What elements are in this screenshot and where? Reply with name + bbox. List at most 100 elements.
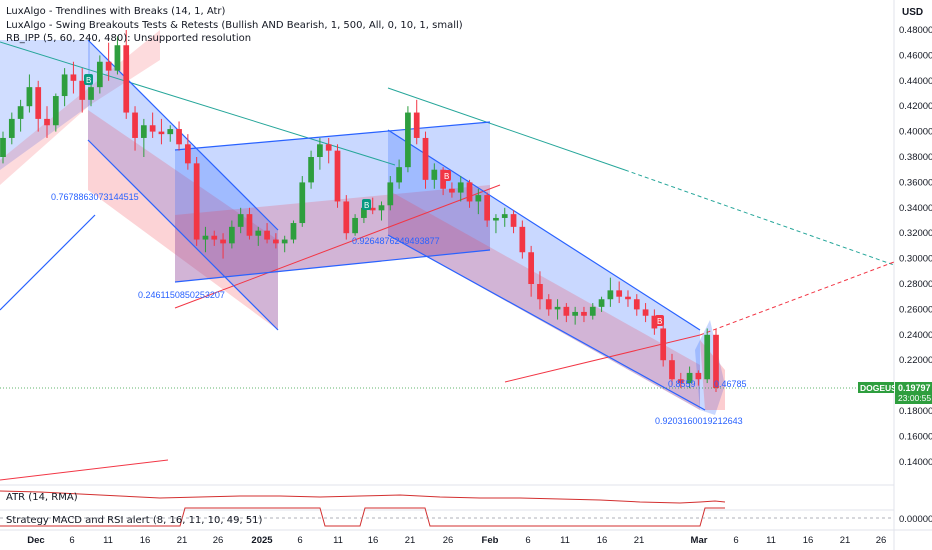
trendline-red-dashed bbox=[699, 261, 895, 336]
x-tick-label: 16 bbox=[368, 535, 379, 546]
candle bbox=[229, 220, 235, 249]
legend-trendlines[interactable]: LuxAlgo - Trendlines with Breaks (14, 1,… bbox=[6, 6, 226, 17]
candle bbox=[581, 306, 587, 323]
x-tick-label: Feb bbox=[482, 535, 499, 546]
candle bbox=[246, 207, 253, 240]
candle bbox=[264, 223, 270, 244]
candle bbox=[642, 303, 649, 323]
y-tick-label: 0.44000 bbox=[899, 76, 932, 87]
channel-line-1b bbox=[87, 139, 279, 331]
candle bbox=[449, 182, 455, 198]
x-axis-ticks: Dec 6 11 16 21 26 2025 6 11 16 21 26 Feb 6 11 16 21 Mar 6 1… bbox=[27, 535, 886, 546]
x-tick-label: 21 bbox=[634, 535, 645, 546]
y-tick-label: 0.24000 bbox=[899, 330, 932, 341]
legend-atr[interactable]: ATR (14, RMA) bbox=[6, 492, 78, 503]
x-tick-label: Mar bbox=[691, 535, 708, 546]
candle bbox=[677, 372, 684, 389]
legend-swing-breakouts[interactable]: LuxAlgo - Swing Breakouts Tests & Retest… bbox=[6, 20, 463, 31]
x-tick-label: 6 bbox=[69, 535, 74, 546]
last-price-value: 0.19797 bbox=[898, 383, 931, 393]
x-tick-label: 26 bbox=[213, 535, 224, 546]
break-marker-1: B bbox=[84, 74, 93, 85]
candle bbox=[273, 233, 279, 249]
candle bbox=[396, 159, 402, 189]
candle bbox=[96, 55, 103, 94]
candle bbox=[589, 303, 596, 320]
candle bbox=[123, 30, 130, 119]
candle bbox=[202, 226, 209, 253]
candle bbox=[475, 188, 482, 215]
annotation-2: 0.2461150850253207 bbox=[138, 290, 225, 300]
candle bbox=[17, 99, 24, 132]
x-tick-label: Dec bbox=[27, 535, 44, 546]
candle bbox=[598, 296, 605, 312]
candle bbox=[713, 328, 719, 392]
x-tick-label: 26 bbox=[443, 535, 454, 546]
x-tick-label: 11 bbox=[333, 535, 343, 546]
candle bbox=[132, 106, 138, 151]
break-marker-3: B bbox=[442, 170, 451, 181]
y-tick-label: 0.30000 bbox=[899, 254, 932, 265]
svg-text:B: B bbox=[444, 172, 449, 181]
trendline-red-2 bbox=[504, 334, 701, 383]
bar-countdown: 23:00:55 bbox=[898, 393, 931, 403]
x-tick-label: 11 bbox=[103, 535, 113, 546]
candle bbox=[79, 68, 86, 113]
trendline-red-1 bbox=[174, 184, 501, 309]
candle bbox=[405, 106, 411, 173]
y-tick-label: 0.14000 bbox=[899, 457, 932, 468]
price-badge: DOGEUSD 0.19797 23:00:55 bbox=[858, 382, 932, 404]
blue-zone-1 bbox=[0, 40, 90, 170]
x-tick-label: 21 bbox=[177, 535, 188, 546]
x-tick-label: 6 bbox=[297, 535, 302, 546]
y-tick-label: 0.48000 bbox=[899, 25, 932, 36]
candle bbox=[519, 220, 526, 259]
candle bbox=[493, 214, 499, 234]
y-tick-label: 0.16000 bbox=[899, 431, 932, 442]
candle bbox=[149, 112, 156, 138]
candle bbox=[510, 210, 517, 234]
candle bbox=[70, 61, 77, 94]
y-tick-label: 0.36000 bbox=[899, 177, 932, 188]
candle bbox=[176, 121, 182, 151]
trendline-teal-dashed bbox=[624, 169, 895, 266]
break-marker-4: B bbox=[655, 315, 664, 326]
candle bbox=[52, 93, 59, 132]
y-tick-label: 0.42000 bbox=[899, 101, 932, 112]
candle bbox=[413, 99, 420, 145]
x-tick-label: 26 bbox=[876, 535, 887, 546]
candle bbox=[484, 192, 490, 227]
x-tick-label: 16 bbox=[597, 535, 608, 546]
candle bbox=[704, 328, 711, 384]
y-tick-label: 0.38000 bbox=[899, 152, 932, 163]
candle bbox=[290, 220, 297, 244]
currency-label[interactable]: USD bbox=[902, 7, 923, 18]
candle bbox=[61, 68, 68, 107]
candle bbox=[378, 201, 385, 221]
candle bbox=[457, 176, 464, 202]
x-tick-label: 21 bbox=[840, 535, 851, 546]
candle bbox=[140, 118, 147, 157]
channel-line-2a bbox=[387, 129, 701, 331]
annotation-3: 0.9264876249493877 bbox=[352, 236, 440, 246]
range-line-bottom bbox=[174, 249, 491, 283]
candle bbox=[554, 299, 561, 320]
candle bbox=[8, 112, 15, 145]
y-tick-label: 0.34000 bbox=[899, 203, 932, 214]
candle bbox=[607, 277, 614, 307]
legend-strategy[interactable]: Strategy MACD and RSI alert (8, 16, 11, … bbox=[6, 515, 263, 526]
candle bbox=[0, 131, 6, 164]
candle bbox=[545, 294, 552, 316]
candle bbox=[343, 195, 350, 240]
legend-rb-ipp[interactable]: RB_IPP (5, 60, 240, 480): Unsupported re… bbox=[6, 33, 251, 44]
x-tick-label: 16 bbox=[803, 535, 814, 546]
candle bbox=[422, 131, 429, 189]
candle bbox=[317, 137, 323, 170]
x-tick-label: 11 bbox=[766, 535, 776, 546]
candle bbox=[167, 125, 174, 142]
candle bbox=[466, 179, 473, 208]
candle bbox=[184, 134, 191, 170]
x-tick-label: 11 bbox=[560, 535, 570, 546]
candle bbox=[299, 176, 306, 227]
